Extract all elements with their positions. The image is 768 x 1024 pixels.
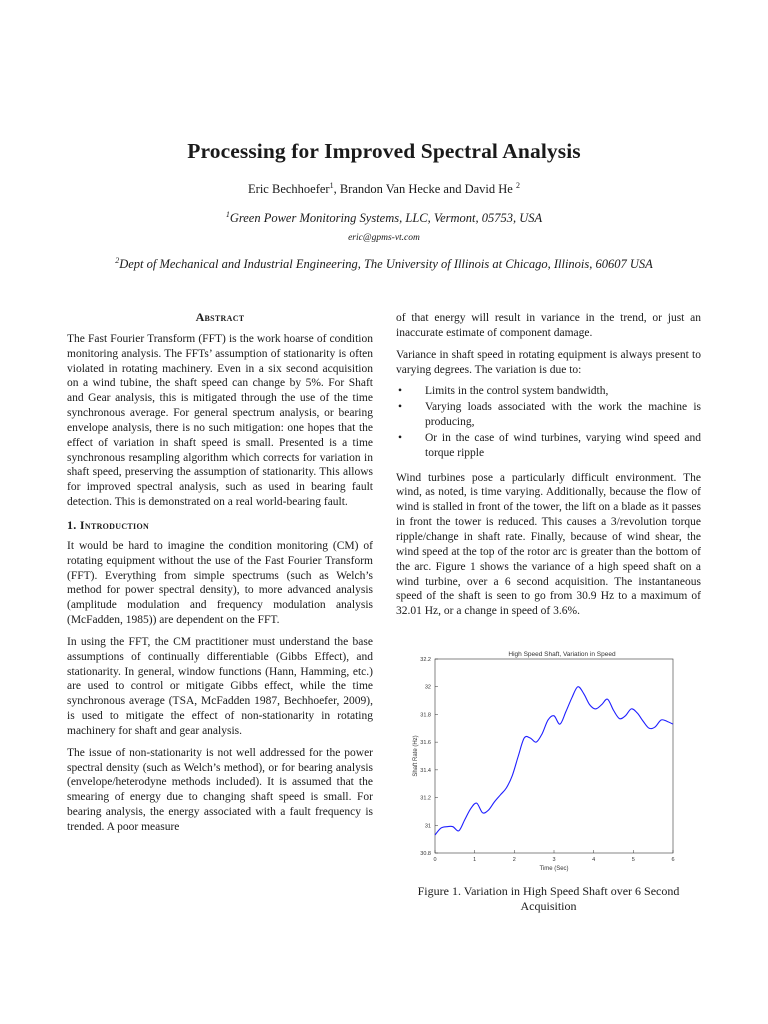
x-axis-label: Time (Sec) [539, 866, 568, 872]
affiliation-2-text: Dept of Mechanical and Industrial Engine… [119, 257, 653, 271]
abstract-text: The Fast Fourier Transform (FFT) is the … [67, 332, 373, 509]
introduction-heading: 1. Introduction [67, 517, 150, 532]
affiliation-marker: 1 [329, 181, 334, 190]
x-tick-label: 1 [473, 857, 476, 863]
list-item: • Varying loads associated with the work … [396, 400, 701, 430]
left-column: Abstract The Fast Fourier Transform (FFT… [67, 310, 373, 842]
intro-paragraph: In using the FFT, the CM practitioner mu… [67, 635, 373, 737]
x-axis: 0 1 2 3 4 5 6 [433, 850, 675, 863]
y-tick-label: 31 [425, 823, 431, 829]
figure-caption: Figure 1. Variation in High Speed Shaft … [417, 884, 680, 913]
x-tick-label: 6 [671, 857, 674, 863]
list-item-text: Limits in the control system bandwidth, [425, 385, 609, 398]
author-line: Eric Bechhoefer1, Brandon Van Hecke and … [0, 181, 768, 197]
y-tick-label: 32.2 [420, 657, 431, 663]
series-line [434, 686, 674, 836]
list-item: • Or in the case of wind turbines, varyin… [396, 431, 701, 461]
figure-1: High Speed Shaft, Variation in Speed 30.… [396, 648, 701, 878]
y-tick-label: 31.2 [420, 796, 431, 802]
abstract-heading: Abstract [195, 310, 245, 324]
bullet-icon: • [398, 401, 403, 414]
paper-title: Processing for Improved Spectral Analysi… [187, 139, 581, 163]
intro-paragraph: It would be hard to imagine the conditio… [67, 539, 373, 627]
body-paragraph: of that energy will result in variance i… [396, 312, 701, 339]
affiliation-1-text: Green Power Monitoring Systems, LLC, Ver… [229, 211, 543, 225]
bullet-icon: • [398, 385, 403, 398]
author-name: Eric Bechhoefer [248, 182, 330, 196]
affiliation-1: 1Green Power Monitoring Systems, LLC, Ve… [0, 210, 768, 226]
list-item-text: Varying loads associated with the work t… [425, 401, 701, 429]
y-tick-label: 31.8 [420, 712, 431, 718]
right-column: of that energy will result in variance i… [396, 311, 701, 626]
y-tick-label: 31.4 [420, 768, 431, 774]
y-tick-label: 31.6 [420, 740, 431, 746]
affiliation-marker: 2 [515, 181, 520, 190]
intro-paragraph: The issue of non-stationarity is not wel… [67, 746, 373, 833]
list-item-text: Or in the case of wind turbines, varying… [425, 431, 701, 459]
cause-list: • Limits in the control system bandwidth,… [396, 384, 701, 460]
shaft-speed-chart: High Speed Shaft, Variation in Speed 30.… [413, 651, 675, 872]
y-tick-label: 30.8 [420, 851, 431, 857]
x-tick-label: 0 [433, 857, 436, 863]
affiliation-marker: 1 [225, 210, 230, 219]
author-email: eric@gpms-vt.com [348, 233, 420, 243]
plot-area [434, 658, 674, 854]
bullet-icon: • [398, 431, 403, 444]
x-tick-label: 5 [632, 857, 635, 863]
affiliation-marker: 2 [115, 256, 120, 265]
chart-title: High Speed Shaft, Variation in Speed [508, 651, 616, 658]
body-paragraph: Variance in shaft speed in rotating equi… [396, 348, 701, 376]
x-tick-label: 2 [513, 857, 516, 863]
y-tick-label: 32 [425, 685, 431, 691]
author-names-rest: , Brandon Van Hecke and David He [333, 182, 516, 196]
y-axis: 30.8 31 31.2 31.4 31.6 31.8 32 32.2 [420, 657, 438, 857]
x-tick-label: 3 [552, 857, 555, 863]
affiliation-2: 2Dept of Mechanical and Industrial Engin… [0, 256, 768, 272]
list-item: • Limits in the control system bandwidth, [396, 384, 701, 399]
x-tick-label: 4 [592, 857, 595, 863]
body-paragraph: Wind turbines pose a particularly diffic… [396, 471, 701, 618]
y-axis-label: Shaft Rate (Hz) [413, 735, 419, 776]
